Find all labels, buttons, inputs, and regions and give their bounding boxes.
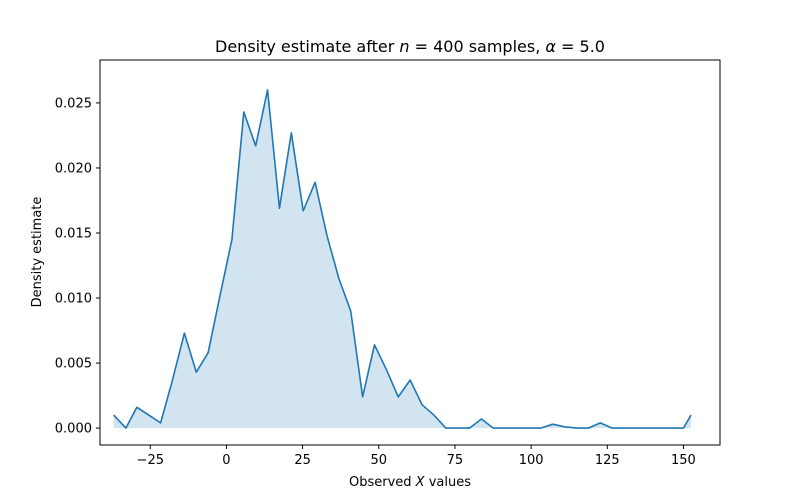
x-axis-label-prefix: Observed (349, 475, 416, 490)
y-tick-label: 0.010 (55, 292, 92, 307)
x-axis-label: Observed X values (349, 475, 471, 490)
y-tick-label: 0.015 (55, 226, 92, 241)
y-tick-label: 0.000 (55, 422, 92, 437)
y-axis-label: Density estimate (30, 197, 45, 308)
y-axis: 0.000 0.005 0.010 0.015 0.020 0.025 (55, 96, 100, 437)
chart-title: Density estimate after n = 400 samples, … (215, 37, 605, 56)
x-axis-label-suffix: values (425, 475, 472, 490)
x-tick-label: 75 (447, 453, 464, 468)
y-tick-label: 0.020 (55, 161, 92, 176)
x-tick-label: 50 (370, 453, 387, 468)
x-axis: −25 0 25 50 75 100 125 150 (137, 445, 696, 468)
x-tick-label: 25 (294, 453, 311, 468)
title-n-symbol: n (399, 37, 409, 56)
x-tick-label: −25 (137, 453, 164, 468)
axes-frame (99, 59, 721, 446)
x-tick-label: 0 (222, 453, 230, 468)
y-tick-label: 0.025 (55, 96, 92, 111)
x-tick-label: 125 (595, 453, 620, 468)
plot-area (113, 89, 692, 429)
title-prefix: Density estimate after (215, 37, 399, 56)
title-n-equation: = 400 samples, (410, 37, 546, 56)
x-tick-label: 150 (671, 453, 696, 468)
x-tick-label: 100 (519, 453, 544, 468)
x-axis-label-variable: X (415, 475, 426, 490)
density-fill-area (113, 89, 692, 429)
density-line (113, 89, 692, 429)
title-alpha-equation: = 5.0 (556, 37, 605, 56)
y-tick-label: 0.005 (55, 357, 92, 372)
title-alpha-symbol: α (545, 37, 556, 56)
